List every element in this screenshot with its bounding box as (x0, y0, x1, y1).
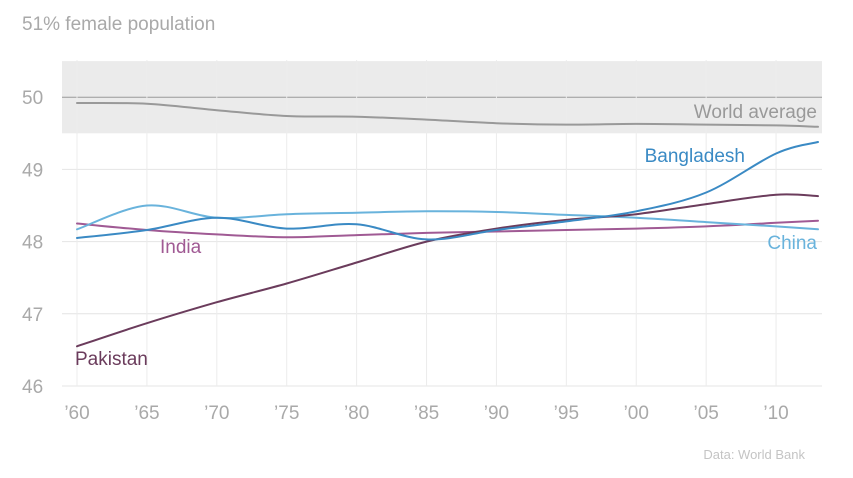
x-tick-label-1960: ’60 (64, 403, 89, 424)
source-note: Data: World Bank (703, 447, 805, 462)
y-tick-label-50: 50 (22, 88, 43, 109)
series-label-bangladesh: Bangladesh (645, 146, 745, 167)
x-tick-label-1965: ’65 (134, 403, 159, 424)
y-tick-layer: 46 47 48 49 50 (22, 88, 43, 398)
y-tick-label-48: 48 (22, 233, 43, 254)
chart-title: 51% female population (22, 14, 215, 35)
x-tick-label-2010: ’10 (763, 403, 788, 424)
x-tick-layer: ’60 ’65 ’70 ’75 ’80 ’85 ’90 ’95 ’00 ’05 ’10 (64, 403, 788, 424)
x-tick-label-1975: ’75 (274, 403, 299, 424)
y-tick-label-49: 49 (22, 160, 43, 181)
series-line-layer (76, 101, 819, 348)
series-label-india: India (160, 237, 202, 258)
series-label-pakistan: Pakistan (75, 349, 148, 370)
series-line-china (76, 204, 819, 231)
x-tick-label-1970: ’70 (204, 403, 229, 424)
x-tick-label-2005: ’05 (693, 403, 718, 424)
x-tick-label-1995: ’95 (554, 403, 579, 424)
y-tick-label-47: 47 (22, 305, 43, 326)
series-label-world-average: World average (694, 102, 817, 123)
x-tick-label-1990: ’90 (484, 403, 509, 424)
x-tick-label-1985: ’85 (414, 403, 439, 424)
series-line-bangladesh (76, 141, 819, 241)
series-line-pakistan (76, 193, 819, 348)
series-label-layer: World average Bangladesh China India Pakista… (75, 102, 817, 370)
x-tick-label-2000: ’00 (624, 403, 649, 424)
series-line-india (76, 219, 819, 239)
y-tick-label-46: 46 (22, 377, 43, 398)
series-line-world-average (76, 101, 819, 128)
x-tick-label-1980: ’80 (344, 403, 369, 424)
series-label-china: China (767, 233, 817, 254)
